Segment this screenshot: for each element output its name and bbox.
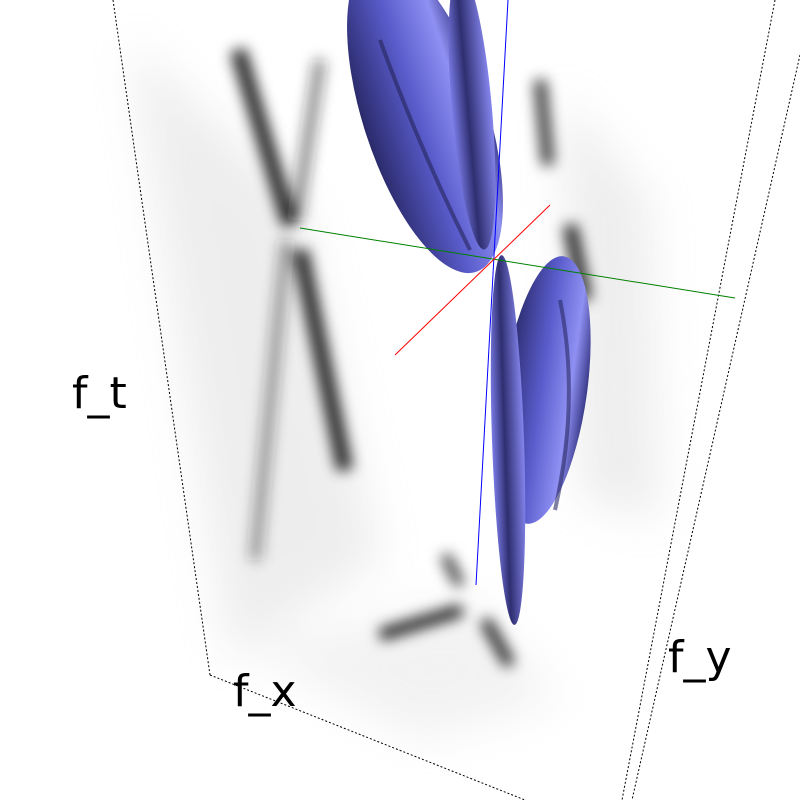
axis-label: f_t [72, 368, 127, 419]
lower-surface [490, 255, 591, 625]
upper-surface [347, 0, 503, 274]
box-edge [112, 0, 211, 676]
axis-label: f_x [233, 666, 297, 717]
bottom-projection [378, 552, 516, 668]
box-edge [209, 674, 526, 800]
axis-line [475, 0, 509, 586]
projection-shading [130, 40, 660, 740]
axis-label: f_y [668, 632, 732, 683]
box-edge [631, 54, 800, 800]
axis-line [299, 227, 736, 299]
axis-line [394, 204, 551, 356]
left-projection [230, 47, 353, 561]
